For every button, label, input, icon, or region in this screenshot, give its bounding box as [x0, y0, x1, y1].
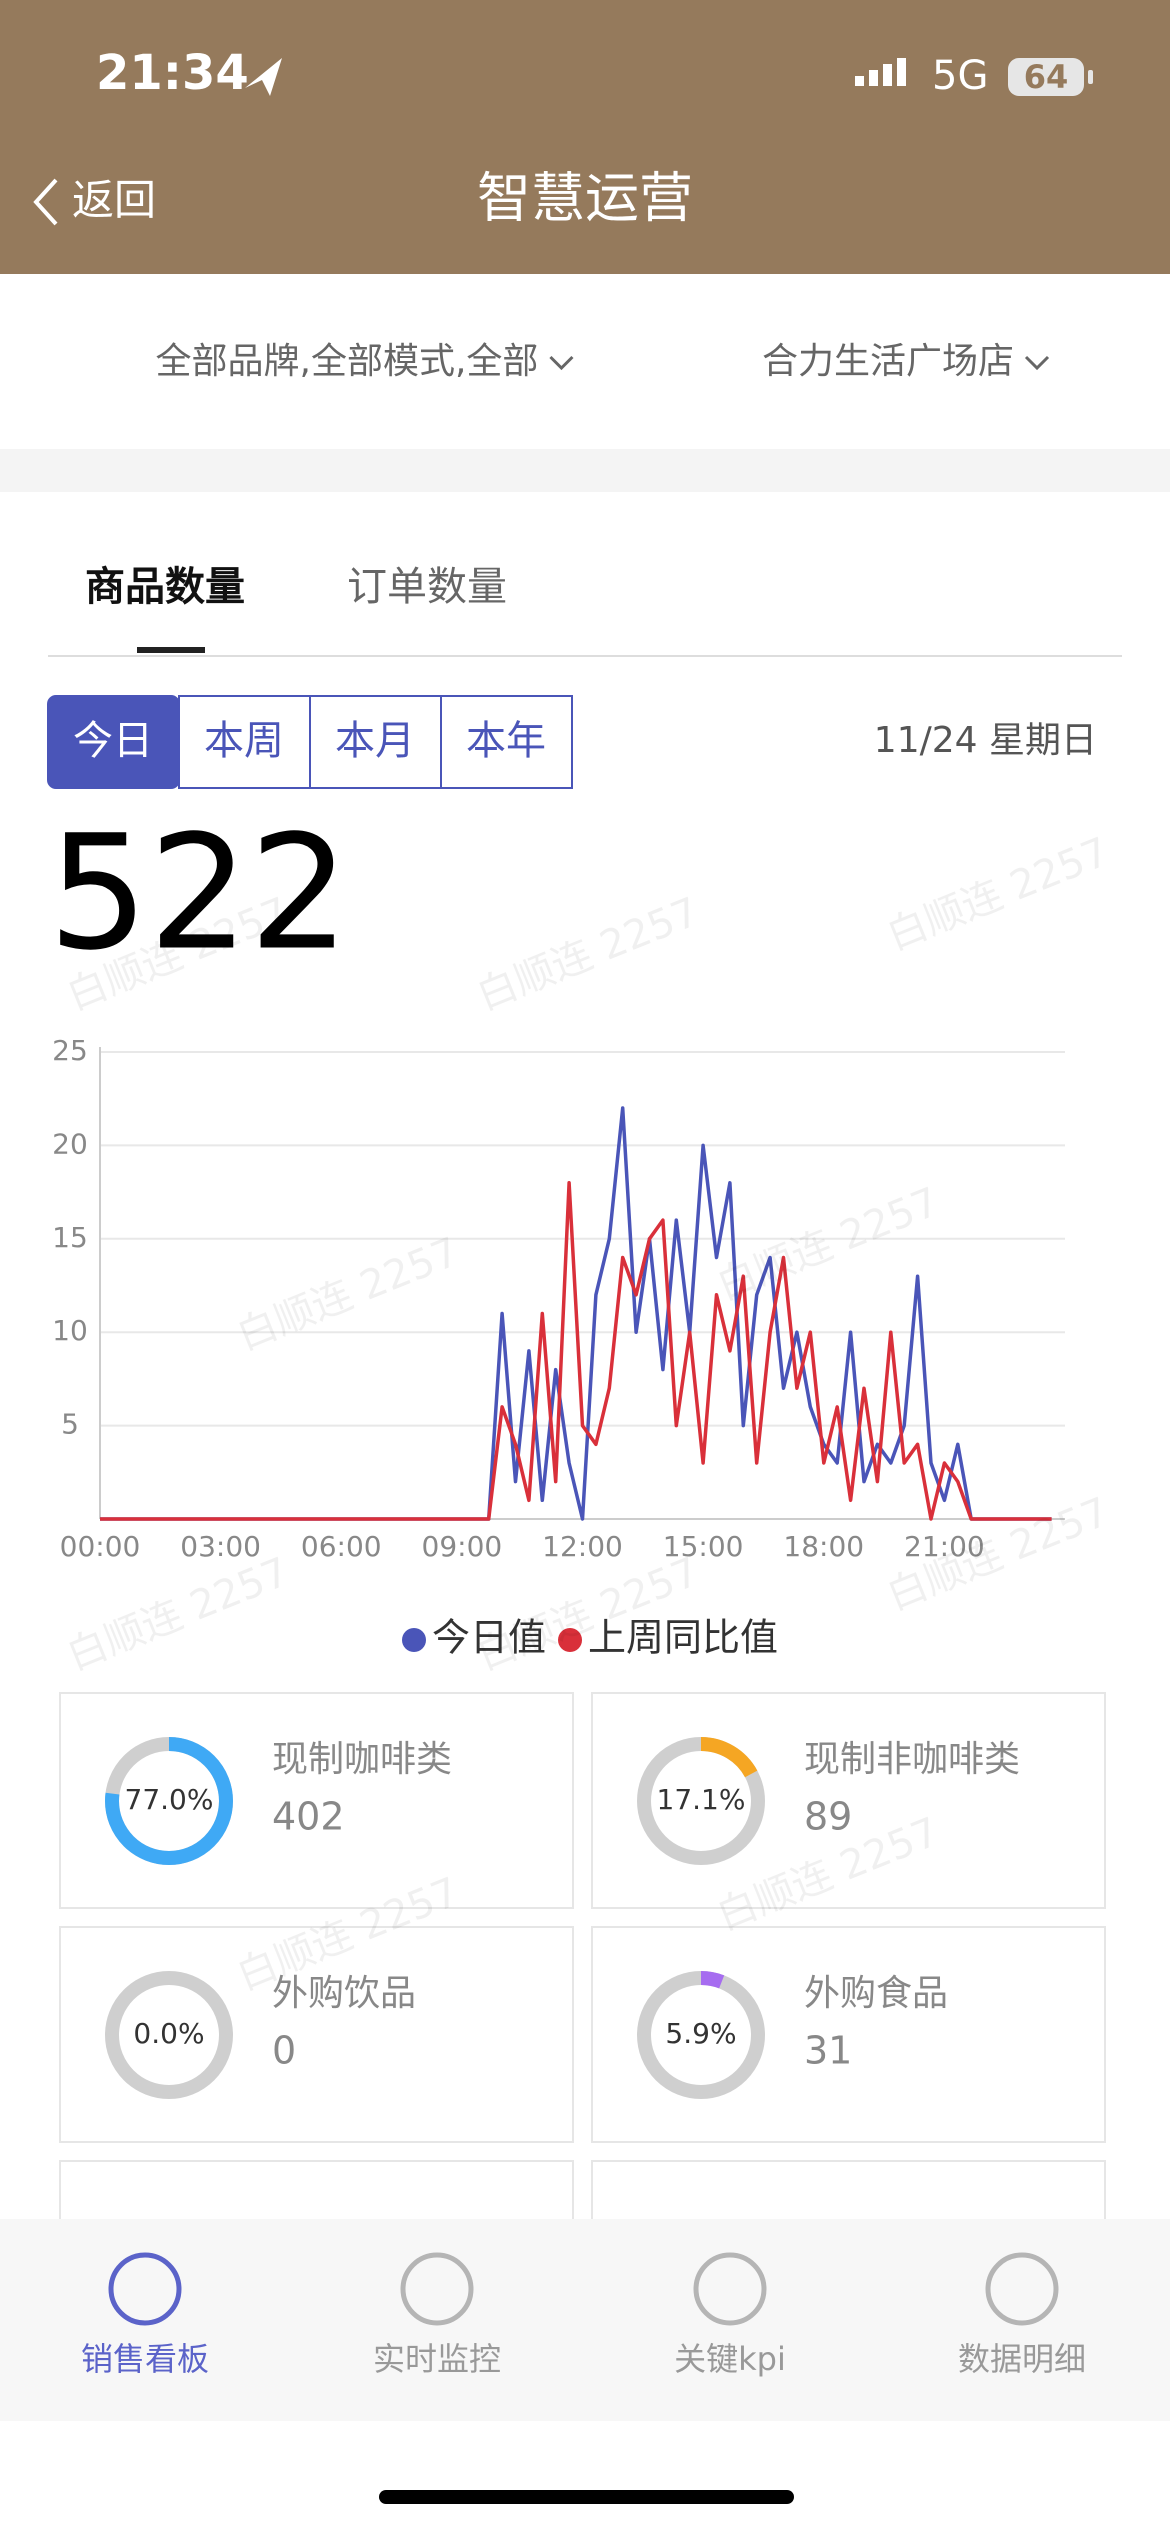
ring-label: 0.0% [133, 2017, 204, 2050]
period-button[interactable] [178, 695, 311, 789]
ring-label: 77.0% [125, 1783, 214, 1816]
total-count: 522 [48, 801, 350, 985]
nav-icon[interactable] [985, 2252, 1059, 2326]
battery-level: 64 [1024, 58, 1069, 96]
filter-dropdown[interactable]: 合力生活广场店 [762, 341, 1014, 382]
card-count: 402 [272, 1795, 345, 1839]
ring-arc [637, 1971, 765, 2099]
tab[interactable]: 商品数量 [85, 564, 245, 610]
battery-tip [1088, 70, 1093, 84]
period-label[interactable]: 本月 [335, 718, 415, 764]
filter-dropdown[interactable]: 全部品牌,全部模式,全部 [156, 341, 539, 382]
category-card [591, 1926, 1106, 2143]
divider [0, 449, 1170, 492]
nav-label[interactable]: 实时监控 [373, 2340, 501, 2378]
battery-icon [1008, 58, 1084, 96]
location-icon [245, 58, 282, 96]
nav-icon[interactable] [693, 2252, 767, 2326]
card-count: 0 [272, 2029, 296, 2073]
tab-indicator [137, 647, 205, 653]
period-button[interactable] [309, 695, 442, 789]
legend-label: 今日值 [432, 1616, 546, 1660]
ring-track [105, 1971, 233, 2099]
signal-icon [855, 58, 906, 86]
tab[interactable]: 订单数量 [347, 564, 507, 610]
category-card [59, 1926, 574, 2143]
network: 5G [932, 53, 988, 99]
legend-dot [402, 1628, 426, 1652]
card-label: 外购饮品 [272, 1973, 416, 2014]
legend-label: 上周同比值 [588, 1616, 778, 1660]
bottom-nav-bg [0, 2219, 1170, 2421]
page-title: 智慧运营 [477, 167, 693, 230]
nav-icon[interactable] [108, 2252, 182, 2326]
ring-arc [105, 1737, 233, 1865]
watermark: 白顺连 2257 [711, 1179, 946, 1310]
period-label[interactable]: 今日 [73, 718, 153, 764]
chevron [1024, 355, 1050, 371]
chevron [549, 355, 574, 371]
card-label: 现制咖啡类 [272, 1739, 452, 1780]
x-tick-label: 06:00 [301, 1530, 382, 1563]
category-card [59, 1692, 574, 1909]
period-button[interactable] [440, 695, 573, 789]
watermark: 白顺连 2257 [471, 1549, 706, 1680]
x-tick-label: 21:00 [904, 1530, 985, 1563]
period-label[interactable]: 本周 [204, 718, 284, 764]
card-label: 现制非咖啡类 [804, 1739, 1020, 1780]
watermark: 白顺连 2257 [471, 889, 706, 1020]
watermark: 白顺连 2257 [881, 829, 1116, 960]
x-tick-label: 15:00 [663, 1530, 744, 1563]
category-card [591, 1692, 1106, 1909]
period-label[interactable]: 本年 [466, 718, 546, 764]
x-tick-label: 12:00 [542, 1530, 623, 1563]
nav-label[interactable]: 销售看板 [81, 2340, 209, 2378]
watermark: 白顺连 2257 [61, 1549, 296, 1680]
y-tick-label: 20 [52, 1127, 88, 1160]
ring-label: 17.1% [657, 1783, 746, 1816]
x-tick-label: 09:00 [422, 1530, 503, 1563]
legend-dot [558, 1628, 583, 1652]
card-count: 89 [804, 1795, 852, 1839]
y-tick-label: 10 [52, 1314, 88, 1347]
ring-arc [637, 1737, 765, 1865]
card-count: 31 [804, 2029, 852, 2073]
time: 21:34 [96, 45, 249, 101]
x-tick-label: 00:00 [60, 1530, 141, 1563]
line [100, 1181, 1052, 1521]
ring-label: 5.9% [665, 2017, 736, 2050]
watermark: 白顺连 2257 [231, 1229, 466, 1360]
nav-label[interactable]: 关键kpi [674, 2340, 786, 2378]
nav-icon[interactable] [400, 2252, 474, 2326]
home-indicator [379, 2490, 794, 2504]
back-button[interactable]: 返回 [72, 176, 156, 225]
y-tick-label: 15 [52, 1221, 88, 1254]
nav-label[interactable]: 数据明细 [958, 2340, 1086, 2378]
back-icon[interactable] [33, 178, 58, 226]
x-tick-label: 18:00 [783, 1530, 864, 1563]
date: 11/24 星期日 [874, 720, 1097, 761]
header-bg [0, 0, 1170, 274]
y-tick-label: 5 [61, 1408, 79, 1441]
card-label: 外购食品 [804, 1973, 948, 2014]
x-tick-label: 03:00 [180, 1530, 261, 1563]
y-tick-label: 25 [52, 1034, 88, 1067]
